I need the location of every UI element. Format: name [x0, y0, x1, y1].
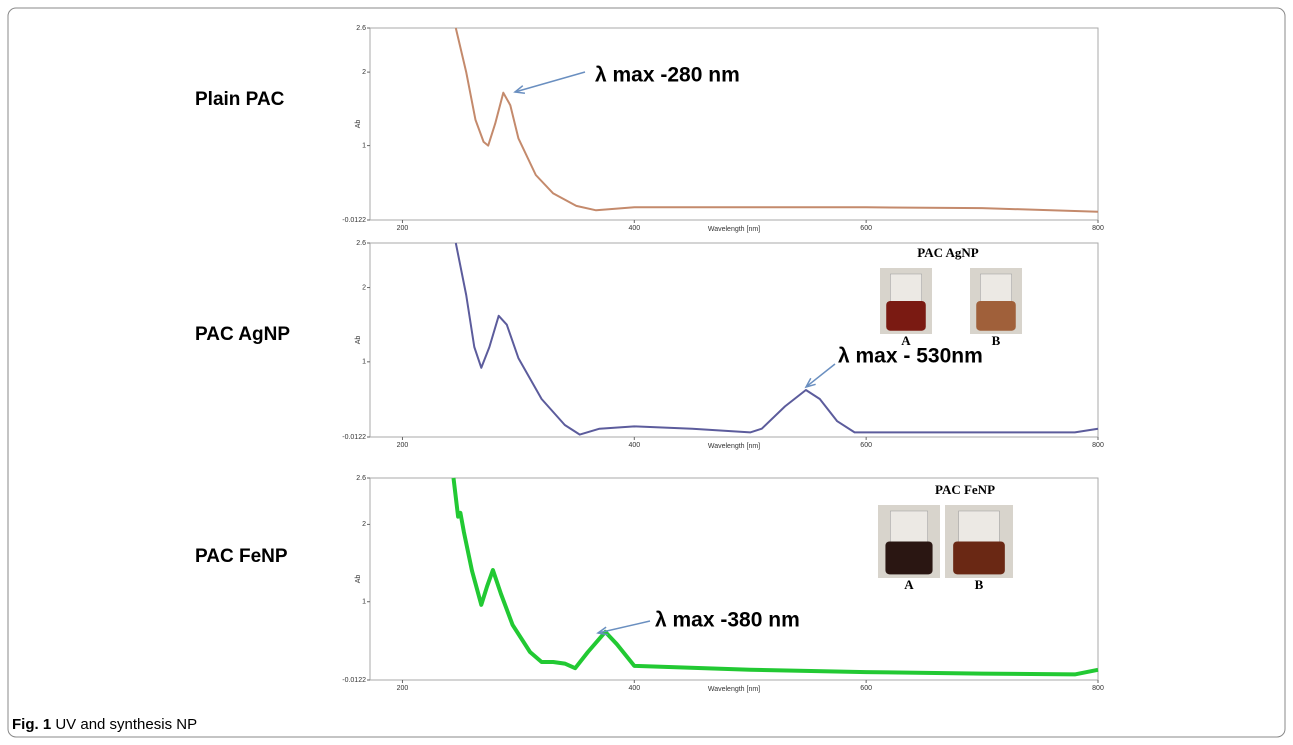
caption-text: UV and synthesis NP	[55, 716, 197, 733]
x-tick-label: 200	[397, 685, 409, 692]
y-tick-label: 2.6	[356, 240, 366, 247]
flask-liquid	[886, 301, 926, 331]
annotation-arrow	[597, 620, 651, 634]
y-axis-label: Ab	[355, 336, 362, 345]
arrow-head	[596, 626, 608, 636]
arrow-head	[804, 377, 816, 389]
x-tick-label: 800	[1092, 225, 1104, 232]
x-tick-label: 200	[397, 225, 409, 232]
y-tick-label: 1	[362, 359, 366, 366]
caption: Fig. 1 UV and synthesis NP	[12, 716, 197, 733]
annotation-arrow	[805, 363, 836, 388]
inset-label: B	[975, 577, 984, 592]
x-tick-label: 200	[397, 442, 409, 449]
y-tick-label: 2.6	[356, 25, 366, 32]
flask-liquid	[976, 301, 1016, 331]
y-tick-label: 2	[362, 69, 366, 76]
y-tick-label: 1	[362, 142, 366, 149]
x-tick-label: 800	[1092, 442, 1104, 449]
flask-liquid	[885, 541, 933, 575]
chart-title: PAC FeNP	[195, 546, 288, 567]
inset-title: PAC AgNP	[917, 245, 979, 260]
annotation: λ max -380 nm	[655, 609, 800, 632]
annotation-arrow	[514, 71, 586, 93]
x-tick-label: 600	[860, 225, 872, 232]
spectrum-line	[454, 27, 1099, 213]
y-tick-label: 2	[362, 521, 366, 528]
x-tick-label: 600	[860, 442, 872, 449]
inset-label: B	[992, 333, 1001, 348]
y-axis-label: Ab	[355, 120, 362, 129]
x-tick-label: 400	[628, 685, 640, 692]
inset-label: A	[904, 577, 914, 592]
chart-title: PAC AgNP	[195, 324, 290, 345]
inset-label: A	[901, 333, 911, 348]
x-tick-label: 800	[1092, 685, 1104, 692]
x-tick-label: 600	[860, 685, 872, 692]
x-axis-label: Wavelength [nm]	[708, 226, 760, 233]
plot-frame	[369, 477, 1099, 681]
y-tick-label: 2	[362, 284, 366, 291]
caption-label: Fig. 1	[12, 716, 51, 733]
y-tick-label: -0.0122	[342, 217, 366, 224]
x-tick-label: 400	[628, 442, 640, 449]
y-tick-label: -0.0122	[342, 677, 366, 684]
x-tick-label: 400	[628, 225, 640, 232]
inset-title: PAC FeNP	[935, 482, 995, 497]
y-tick-label: 1	[362, 599, 366, 606]
annotation: λ max -280 nm	[595, 64, 740, 87]
y-tick-label: 2.6	[356, 475, 366, 482]
arrow-head	[513, 85, 526, 94]
annotation: λ max - 530nm	[838, 345, 983, 368]
y-axis-label: Ab	[355, 575, 362, 584]
figure-border	[7, 7, 1286, 738]
spectrum-line	[454, 242, 1099, 436]
plot-frame	[369, 242, 1099, 438]
y-tick-label: -0.0122	[342, 434, 366, 441]
x-axis-label: Wavelength [nm]	[708, 443, 760, 450]
flask-liquid	[953, 541, 1005, 575]
spectrum-line	[451, 477, 1099, 677]
chart-title: Plain PAC	[195, 89, 285, 110]
x-axis-label: Wavelength [nm]	[708, 686, 760, 693]
plot-frame	[369, 27, 1099, 221]
